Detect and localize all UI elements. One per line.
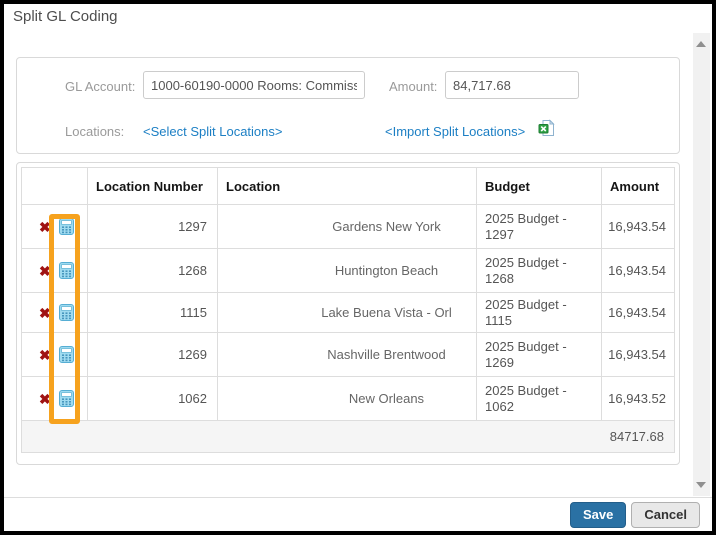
- row-actions-cell: ✖: [21, 376, 88, 421]
- location-cell: Huntington Beach: [217, 248, 477, 293]
- budget-cell: 2025 Budget - 1062: [476, 376, 602, 421]
- location-number-cell: 1115: [87, 292, 218, 333]
- row-actions-cell: ✖: [21, 204, 88, 249]
- table-row: ✖ 1297 Gardens New York 2025 Budget - 12…: [21, 204, 675, 249]
- scroll-up-arrow-icon[interactable]: [696, 41, 706, 47]
- gl-account-input[interactable]: [143, 71, 365, 99]
- location-cell: New Orleans: [217, 376, 477, 421]
- location-cell: Gardens New York: [217, 204, 477, 249]
- budget-cell: 2025 Budget - 1268: [476, 248, 602, 293]
- row-actions-cell: ✖: [21, 248, 88, 293]
- amount-label: Amount:: [389, 79, 438, 94]
- delete-row-icon[interactable]: ✖: [39, 346, 51, 363]
- scroll-down-arrow-icon[interactable]: [696, 482, 706, 488]
- select-split-locations-link[interactable]: <Select Split Locations>: [143, 124, 283, 139]
- location-number-cell: 1062: [87, 376, 218, 421]
- budget-cell: 2025 Budget - 1269: [476, 332, 602, 377]
- save-button[interactable]: Save: [569, 501, 627, 528]
- delete-row-icon[interactable]: ✖: [39, 304, 51, 321]
- amount-cell: 16,943.54: [601, 248, 675, 293]
- amount-cell: 16,943.54: [601, 292, 675, 333]
- dialog-title: Split GL Coding: [13, 8, 118, 25]
- dialog-footer: Save Cancel: [4, 497, 712, 531]
- location-number-cell: 1297: [87, 204, 218, 249]
- budget-cell: 2025 Budget - 1297: [476, 204, 602, 249]
- amount-header: Amount: [601, 167, 675, 205]
- locations-label: Locations:: [65, 124, 125, 139]
- table-row: ✖ 1268 Huntington Beach 2025 Budget - 12…: [21, 248, 675, 293]
- table-row: ✖ 1115 Lake Buena Vista - Orl 2025 Budge…: [21, 292, 675, 333]
- gl-account-label: GL Account:: [65, 79, 136, 94]
- row-actions-cell: ✖: [21, 332, 88, 377]
- location-number-cell: 1269: [87, 332, 218, 377]
- row-actions-cell: ✖: [21, 292, 88, 333]
- excel-file-icon[interactable]: [538, 119, 555, 137]
- amount-cell: 16,943.54: [601, 332, 675, 377]
- split-locations-table: Location Number Location Budget Amount ✖…: [21, 167, 675, 453]
- delete-row-icon[interactable]: ✖: [39, 262, 51, 279]
- amount-input[interactable]: [445, 71, 579, 99]
- calculator-icon[interactable]: [58, 218, 74, 235]
- total-amount: 84717.68: [21, 420, 675, 453]
- table-row: ✖ 1269 Nashville Brentwood 2025 Budget -…: [21, 332, 675, 377]
- location-cell: Lake Buena Vista - Orl: [217, 292, 477, 333]
- row-actions-header: [21, 167, 88, 205]
- budget-header: Budget: [476, 167, 602, 205]
- calculator-icon[interactable]: [58, 304, 74, 321]
- delete-row-icon[interactable]: ✖: [39, 390, 51, 407]
- calculator-icon[interactable]: [58, 390, 74, 407]
- calculator-icon[interactable]: [58, 262, 74, 279]
- scrollbar[interactable]: [693, 33, 710, 496]
- location-header: Location: [217, 167, 477, 205]
- import-split-locations-link[interactable]: <Import Split Locations>: [385, 124, 526, 139]
- split-table-panel: Location Number Location Budget Amount ✖…: [16, 162, 680, 465]
- cancel-button[interactable]: Cancel: [631, 501, 700, 528]
- location-cell: Nashville Brentwood: [217, 332, 477, 377]
- table-header-row: Location Number Location Budget Amount: [21, 167, 675, 205]
- location-number-header: Location Number: [87, 167, 218, 205]
- calculator-icon[interactable]: [58, 346, 74, 363]
- budget-cell: 2025 Budget - 1115: [476, 292, 602, 333]
- location-number-cell: 1268: [87, 248, 218, 293]
- amount-cell: 16,943.52: [601, 376, 675, 421]
- gl-form-panel: GL Account: Amount: Locations: <Select S…: [16, 57, 680, 154]
- total-row: 84717.68: [21, 420, 675, 453]
- delete-row-icon[interactable]: ✖: [39, 218, 51, 235]
- table-row: ✖ 1062 New Orleans 2025 Budget - 1062 16…: [21, 376, 675, 421]
- amount-cell: 16,943.54: [601, 204, 675, 249]
